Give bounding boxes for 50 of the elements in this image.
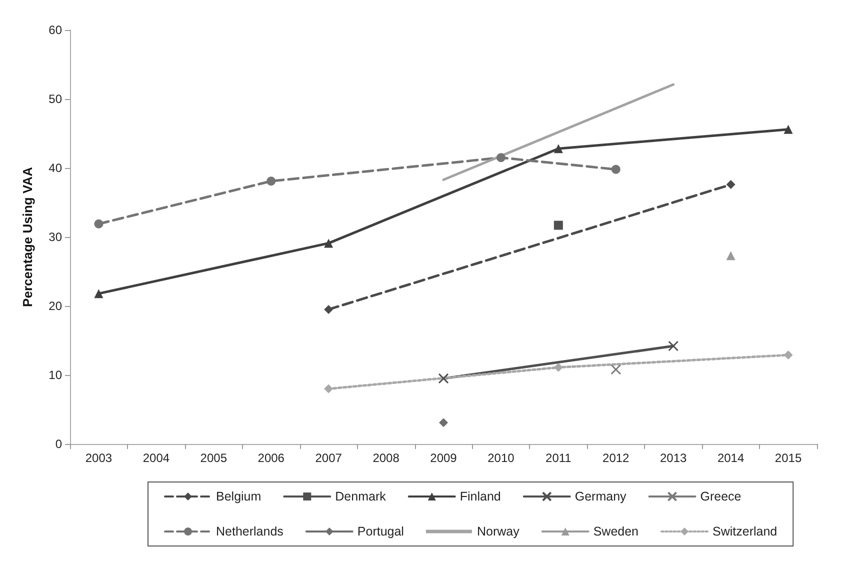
y-tick-label: 50	[48, 92, 62, 106]
point	[439, 418, 448, 428]
y-axis-title: Percentage Using VAA	[20, 166, 35, 307]
point	[438, 373, 449, 384]
point	[784, 350, 793, 360]
point	[324, 384, 334, 394]
y-tick-label: 40	[48, 161, 62, 175]
point	[554, 144, 563, 154]
x-tick-label: 2005	[200, 451, 228, 465]
legend-label: Greece	[700, 490, 742, 504]
point	[784, 124, 793, 134]
x-tick-label: 2007	[315, 451, 342, 465]
point	[726, 251, 736, 260]
legend-label: Portugal	[357, 524, 404, 538]
x-tick-label: 2013	[660, 451, 688, 465]
point	[726, 180, 736, 190]
legend-label: Denmark	[335, 490, 387, 504]
point	[324, 238, 334, 248]
x-tick-label: 2011	[546, 451, 572, 465]
y-tick-label: 10	[48, 368, 62, 382]
legend-label: Finland	[460, 490, 501, 504]
x-tick-label: 2004	[142, 451, 170, 465]
point	[610, 364, 622, 375]
legend-label: Netherlands	[216, 524, 284, 538]
y-tick-label: 60	[48, 23, 62, 37]
x-tick-label: 2006	[258, 451, 285, 465]
point	[668, 340, 679, 352]
point	[94, 289, 104, 298]
x-tick-label: 2015	[774, 451, 802, 465]
point	[266, 176, 276, 186]
x-tick-label: 2012	[602, 451, 630, 465]
legend-label: Belgium	[216, 490, 262, 504]
point	[554, 220, 563, 230]
point	[554, 362, 563, 372]
y-tick-label: 30	[48, 230, 62, 244]
x-tick-label: 2008	[372, 451, 400, 465]
legend-label: Norway	[476, 524, 520, 538]
legend-label: Sweden	[593, 524, 639, 538]
point	[94, 219, 104, 228]
x-tick-label: 2014	[717, 451, 744, 465]
point	[496, 153, 506, 162]
x-tick-label: 2009	[430, 451, 458, 465]
y-tick-label: 0	[55, 437, 62, 451]
y-tick-label: 20	[48, 299, 62, 313]
legend-label: Germany	[574, 490, 628, 504]
x-tick-label: 2003	[85, 451, 112, 465]
point	[324, 304, 334, 314]
legend-label: Switzerland	[712, 524, 778, 538]
point	[611, 164, 620, 174]
x-tick-label: 2010	[488, 451, 515, 465]
